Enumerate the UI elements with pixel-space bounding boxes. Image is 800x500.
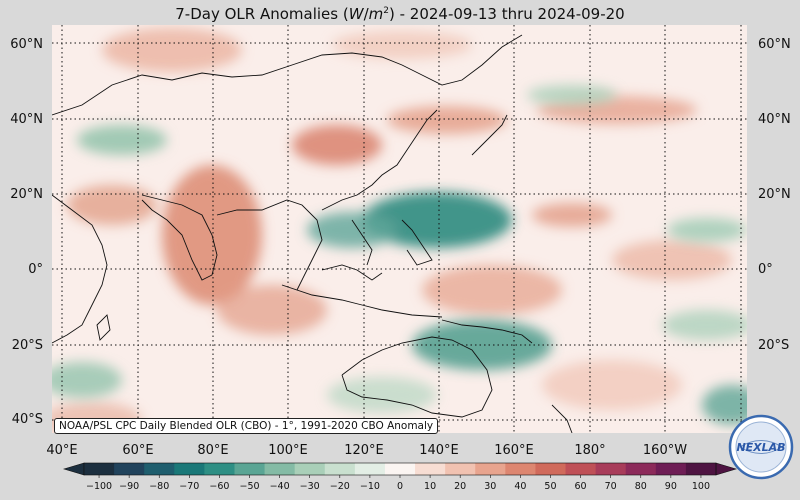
colorbar-swatch: [445, 463, 476, 475]
colorbar-tick-label: 90: [665, 481, 677, 492]
lat-label-40n-right: 40°N: [758, 112, 791, 127]
colorbar-swatch: [354, 463, 386, 475]
colorbar-underflow-arrow: [62, 462, 85, 476]
map-title: 7-Day OLR Anomalies (W/m2) - 2024-09-13 …: [175, 5, 625, 23]
colorbar-tick-label: 40: [514, 481, 526, 492]
colorbar-swatch: [144, 463, 175, 475]
colorbar-tick-label: 10: [424, 481, 436, 492]
lon-label-160w: 160°W: [642, 443, 688, 458]
colorbar-swatch: [264, 463, 296, 475]
colorbar-tick-label: 100: [692, 481, 710, 492]
lon-label-80e: 80°E: [197, 443, 229, 458]
colorbar-swatch: [655, 463, 687, 475]
colorbar-tick-label: −50: [239, 481, 259, 492]
colorbar-swatch: [384, 463, 416, 475]
colorbar-tick-label: 20: [454, 481, 466, 492]
colorbar-swatch: [204, 463, 235, 475]
nexlab-logo: NEXLAB: [728, 414, 794, 480]
colorbar-tick-label: −70: [179, 481, 199, 492]
data-attribution: NOAA/PSL CPC Daily Blended OLR (CBO) - 1…: [54, 418, 439, 434]
colorbar-swatch: [565, 463, 597, 475]
colorbar-tick-label: 0: [397, 481, 403, 492]
colorbar-tick-label: 50: [544, 481, 556, 492]
lat-label-0-right: 0°: [758, 262, 773, 277]
colorbar-swatch: [114, 463, 145, 475]
lon-label-120e: 120°E: [344, 443, 384, 458]
colorbar-swatch: [685, 463, 717, 475]
colorbar: −100 −90 −80 −70 −60 −50 −40 −30 −20 −10 0 10 20 30 40…: [62, 462, 738, 492]
colorbar-swatch: [475, 463, 506, 475]
colorbar-swatch: [234, 463, 266, 475]
lon-label-180: 180°: [574, 443, 606, 458]
colorbar-tick-label: −40: [270, 481, 290, 492]
colorbar-tick-label: −10: [360, 481, 380, 492]
colorbar-tick-label: 80: [635, 481, 647, 492]
lon-label-140e: 140°E: [419, 443, 459, 458]
olr-anomaly-map: [52, 25, 747, 433]
colorbar-tick-label: −90: [119, 481, 139, 492]
colorbar-tick-label: −80: [149, 481, 169, 492]
logo-text: NEXLAB: [736, 441, 785, 454]
lon-label-60e: 60°E: [122, 443, 154, 458]
colorbar-tick-label: −60: [209, 481, 229, 492]
lon-label-40e: 40°E: [46, 443, 78, 458]
lat-label-20s-right: 20°S: [758, 338, 790, 353]
colorbar-swatch: [625, 463, 657, 475]
lat-label-40n: 40°N: [10, 112, 43, 127]
lat-label-60n: 60°N: [10, 37, 43, 52]
colorbar-swatch: [505, 463, 536, 475]
lat-label-20n: 20°N: [10, 187, 43, 202]
colorbar-tick-label: −100: [86, 481, 112, 492]
colorbar-swatch: [324, 463, 356, 475]
colorbar-swatch: [415, 463, 446, 475]
lat-label-0: 0°: [28, 262, 43, 277]
lat-label-20s: 20°S: [11, 338, 43, 353]
colorbar-swatch: [294, 463, 326, 475]
colorbar-tick-label: −20: [330, 481, 350, 492]
lon-label-160e: 160°E: [494, 443, 534, 458]
lat-label-40s: 40°S: [11, 412, 43, 427]
colorbar-tick-label: 70: [605, 481, 617, 492]
colorbar-tick-label: 30: [484, 481, 496, 492]
negative-anomaly-field: [52, 85, 747, 425]
colorbar-swatch: [595, 463, 627, 475]
lon-label-100e: 100°E: [268, 443, 308, 458]
colorbar-swatch: [84, 463, 115, 475]
colorbar-tick-label: 60: [575, 481, 587, 492]
colorbar-swatch: [535, 463, 567, 475]
colorbar-tick-label: −30: [300, 481, 320, 492]
colorbar-swatch: [174, 463, 205, 475]
lat-label-20n-right: 20°N: [758, 187, 791, 202]
lat-label-60n-right: 60°N: [758, 37, 791, 52]
